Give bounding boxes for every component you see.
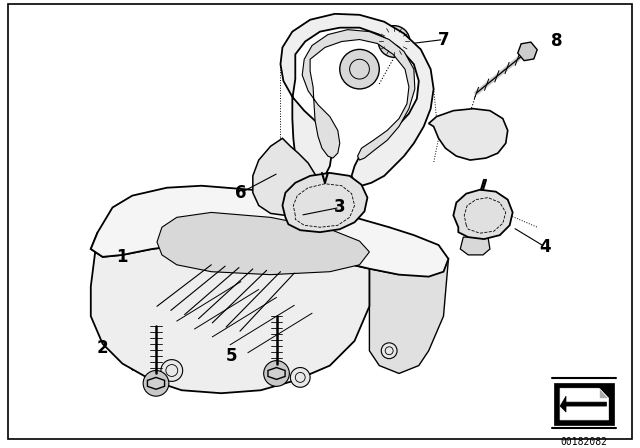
Polygon shape (282, 173, 367, 232)
Circle shape (385, 33, 403, 50)
Polygon shape (554, 383, 614, 425)
Text: 5: 5 (225, 347, 237, 365)
Polygon shape (518, 42, 537, 60)
Polygon shape (280, 14, 434, 186)
Circle shape (301, 207, 319, 224)
Circle shape (273, 168, 296, 192)
Circle shape (131, 203, 154, 227)
Text: 1: 1 (116, 248, 128, 266)
Polygon shape (302, 30, 415, 160)
Polygon shape (560, 396, 607, 412)
Circle shape (456, 121, 484, 148)
Circle shape (264, 361, 289, 386)
Polygon shape (91, 232, 369, 393)
Text: 3: 3 (334, 198, 346, 216)
Circle shape (381, 343, 397, 359)
Polygon shape (429, 109, 508, 160)
Polygon shape (369, 227, 449, 374)
Circle shape (161, 360, 182, 381)
Polygon shape (253, 138, 318, 215)
Polygon shape (598, 388, 609, 398)
Circle shape (340, 49, 380, 89)
Text: 00182082: 00182082 (560, 437, 607, 447)
Circle shape (168, 201, 186, 218)
Circle shape (291, 367, 310, 387)
Circle shape (378, 26, 410, 57)
Polygon shape (91, 186, 449, 276)
Polygon shape (268, 367, 285, 379)
Text: 7: 7 (438, 30, 449, 48)
Text: 4: 4 (540, 238, 551, 256)
Polygon shape (560, 388, 609, 420)
Polygon shape (157, 212, 369, 275)
Polygon shape (460, 237, 490, 255)
Text: 6: 6 (236, 184, 246, 202)
Text: 8: 8 (552, 33, 563, 51)
Polygon shape (147, 377, 164, 389)
Polygon shape (453, 190, 513, 239)
Text: 2: 2 (97, 339, 108, 357)
Circle shape (143, 370, 169, 396)
